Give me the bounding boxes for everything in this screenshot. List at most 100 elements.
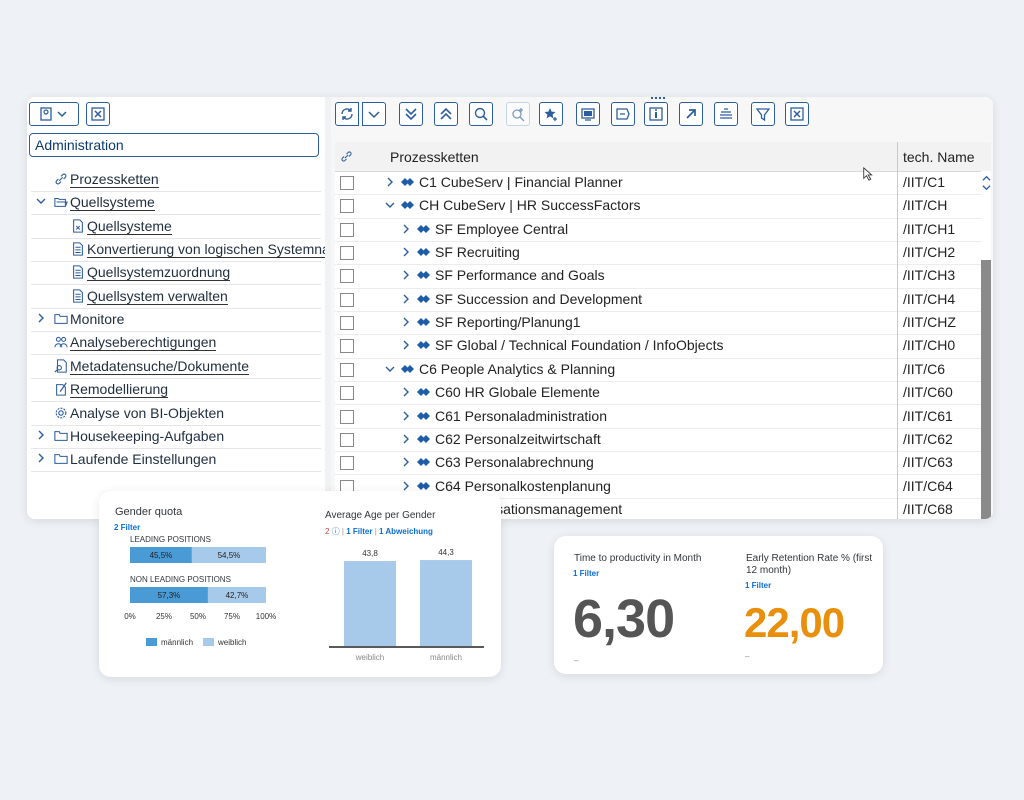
favorite-icon [544,108,557,121]
leading-label: LEADING POSITIONS [130,535,211,544]
expand-icon[interactable] [401,411,411,421]
user-menu-button[interactable] [29,102,79,126]
refresh-button[interactable] [335,102,359,126]
collapse-icon[interactable] [385,364,395,374]
expand-icon[interactable] [36,430,46,440]
tree-item[interactable]: Metadatensuche/Dokumente [31,355,321,379]
scroll-arrows-icon[interactable] [982,174,991,192]
tree-item[interactable]: Monitore [31,308,321,333]
scrollbar-thumb[interactable] [981,260,991,519]
table-row[interactable]: C63 Personalabrechnung/IIT/C63 [335,451,991,476]
search-button[interactable] [469,102,493,126]
expand-icon[interactable] [401,481,411,491]
column-header-tech-name[interactable]: tech. Name [903,149,975,165]
expand-icon[interactable] [36,453,46,463]
process-chain-icon [417,481,430,490]
tree-item[interactable]: Prozessketten [31,168,321,192]
time-filter[interactable]: 1 Filter [573,569,600,578]
filter-button[interactable] [751,102,775,126]
tree-item[interactable]: Laufende Einstellungen [31,448,321,473]
collapse-icon[interactable] [36,196,46,206]
table-row[interactable]: C64 Personalkostenplanung/IIT/C64 [335,475,991,499]
folder-icon [54,454,68,465]
tree-item[interactable]: Quellsysteme [31,215,321,239]
expand-icon[interactable] [36,313,46,323]
row-checkbox[interactable] [340,386,354,401]
tree-item[interactable]: Quellsysteme [31,191,321,216]
table-row[interactable]: SF Performance and Goals/IIT/CH3 [335,264,991,289]
row-checkbox[interactable] [340,316,354,331]
process-chain-name: SF Succession and Development [435,290,642,307]
retention-filter[interactable]: 1 Filter [745,581,772,590]
panel-divider[interactable] [325,97,331,519]
row-checkbox[interactable] [340,339,354,354]
tree-item[interactable]: Analyse von BI-Objekten [31,402,321,426]
tree-item[interactable]: Remodellierung [31,378,321,403]
tree-item-label: Monitore [70,311,125,328]
row-checkbox[interactable] [340,222,354,237]
row-checkbox[interactable] [340,176,354,190]
transfer-button[interactable] [611,102,635,126]
display-button[interactable] [576,102,600,126]
age-filter[interactable]: 1 Filter [346,527,373,536]
row-checkbox[interactable] [340,292,354,307]
expand-icon[interactable] [385,177,395,187]
table-row[interactable]: C61 Personaladministration/IIT/C61 [335,405,991,429]
table-row[interactable]: CH CubeServ | HR SuccessFactors/IIT/CH [335,194,991,219]
gender-filter[interactable]: 2 Filter [114,523,141,532]
tree-item[interactable]: Konvertierung von logischen Systemna [31,238,330,263]
age-deviation[interactable]: 1 Abweichung [379,527,433,536]
row-checkbox[interactable] [340,409,354,424]
tree-item[interactable]: Analyseberechtigungen [31,331,321,356]
info-button[interactable] [644,102,668,126]
table-row[interactable]: SF Reporting/Planung1/IIT/CHZ [335,311,991,336]
overflow-dots-icon[interactable] [651,97,665,102]
close-grid-button[interactable] [785,102,809,126]
expand-icon[interactable] [401,457,411,467]
expand-icon[interactable] [401,247,411,257]
table-row[interactable]: C1 CubeServ | Financial Planner/IIT/C1 [335,171,991,196]
expand-all-button[interactable] [399,102,423,126]
expand-icon[interactable] [401,294,411,304]
admin-field[interactable]: Administration [29,133,319,157]
row-checkbox[interactable] [340,269,354,284]
table-row[interactable]: C60 HR Globale Elemente/IIT/C60 [335,381,991,406]
table-row[interactable]: C62 Personalzeitwirtschaft/IIT/C62 [335,428,991,453]
jump-button[interactable] [679,102,703,126]
table-row[interactable]: SF Recruiting/IIT/CH2 [335,241,991,266]
table-row[interactable]: C6 People Analytics & Planning/IIT/C6 [335,358,991,383]
expand-icon[interactable] [401,434,411,444]
tree-item[interactable]: Housekeeping-Aufgaben [31,425,321,449]
expand-icon[interactable] [401,270,411,280]
process-chain-name: isationsmanagement [493,500,623,517]
collapse-all-button[interactable] [434,102,458,126]
info-icon [649,107,663,121]
tree-item-label: Laufende Einstellungen [70,451,217,468]
dropdown-button[interactable] [362,102,386,126]
expand-icon[interactable] [401,224,411,234]
close-panel-button[interactable] [86,102,110,126]
doc-edit-icon [56,382,67,396]
table-row[interactable]: SF Employee Central/IIT/CH1 [335,218,991,242]
expand-icon[interactable] [401,387,411,397]
zoom-button[interactable] [506,102,530,126]
process-chain-panel: Prozessketten tech. Name C1 CubeServ | F… [331,97,993,519]
row-checkbox[interactable] [340,432,354,447]
row-checkbox[interactable] [340,246,354,261]
collapse-icon[interactable] [385,200,395,210]
expand-icon[interactable] [401,340,411,350]
info-icon[interactable]: ⓘ [331,527,340,536]
row-checkbox[interactable] [340,199,354,214]
expand-icon[interactable] [401,317,411,327]
column-header-process[interactable]: Prozessketten [390,149,479,165]
table-row[interactable]: SF Succession and Development/IIT/CH4 [335,288,991,313]
table-row[interactable]: SF Global / Technical Foundation / InfoO… [335,334,991,359]
tree-item[interactable]: Quellsystemzuordnung [31,261,321,286]
row-checkbox[interactable] [340,362,354,377]
align-button[interactable] [714,102,738,126]
tree-item[interactable]: Quellsystem verwalten [31,285,321,309]
row-checkbox[interactable] [340,456,354,471]
separator: | [374,527,377,536]
favorite-button[interactable] [539,102,563,126]
doc-search-icon [54,359,67,373]
